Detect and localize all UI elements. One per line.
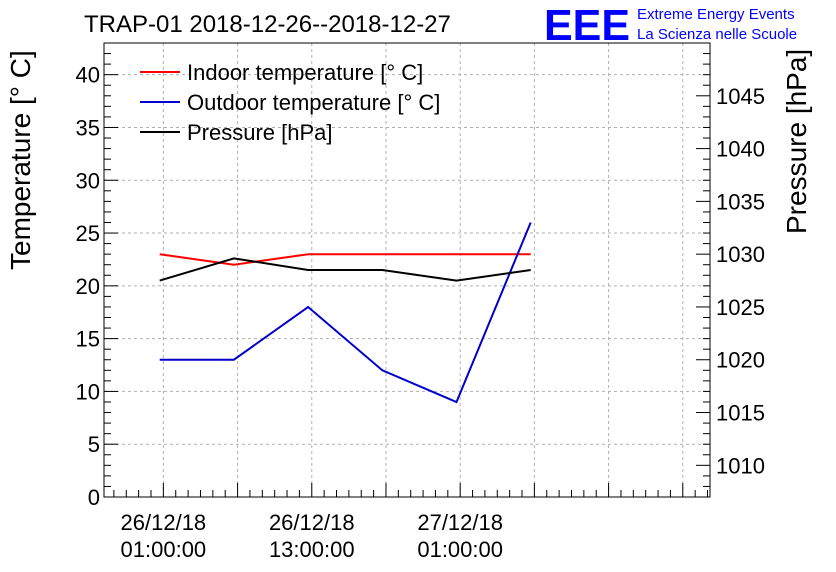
plot-frame (103, 42, 711, 498)
legend-label-pressure: Pressure [hPa] (187, 120, 333, 145)
x-tick-label-date: 27/12/18 (417, 510, 503, 535)
legend: Indoor temperature [° C] Outdoor tempera… (140, 60, 440, 145)
y2-tick-label: 1015 (716, 401, 765, 426)
y-tick-label: 30 (76, 168, 100, 193)
y-tick-label: 5 (88, 432, 100, 457)
axis-ticks: 0510152025303540101010151020102510301035… (76, 42, 765, 562)
chart-title: TRAP-01 2018-12-26--2018-12-27 (84, 11, 451, 38)
x-tick-label-date: 26/12/18 (121, 510, 207, 535)
legend-label-outdoor: Outdoor temperature [° C] (187, 90, 440, 115)
logo-line-1: Extreme Energy Events (637, 6, 795, 23)
x-tick-label-time: 01:00:00 (121, 537, 207, 562)
y2-tick-label: 1010 (716, 453, 765, 478)
y2-tick-label: 1035 (716, 189, 765, 214)
y-tick-label: 25 (76, 221, 100, 246)
y-tick-label: 0 (88, 485, 100, 510)
y2-tick-label: 1025 (716, 295, 765, 320)
y2-axis-label: Pressure [hPa] (781, 49, 812, 234)
grid (104, 43, 710, 497)
logo-line-2: La Scienza nelle Scuole (637, 26, 797, 43)
y2-tick-label: 1020 (716, 348, 765, 373)
x-tick-label-time: 01:00:00 (417, 537, 503, 562)
y2-tick-label: 1040 (716, 137, 765, 162)
y-tick-label: 40 (76, 63, 100, 88)
series-outdoor-temperature (159, 222, 532, 404)
logo-mark: EEE (544, 1, 630, 50)
x-tick-label-time: 13:00:00 (269, 537, 355, 562)
eee-logo: EEE Extreme Energy Events La Scienza nel… (544, 1, 797, 50)
y2-tick-label: 1045 (716, 84, 765, 109)
y-tick-label: 35 (76, 115, 100, 140)
y-tick-label: 20 (76, 274, 100, 299)
legend-label-indoor: Indoor temperature [° C] (187, 60, 423, 85)
series-lines (159, 222, 532, 404)
x-tick-label-date: 26/12/18 (269, 510, 355, 535)
series-pressure (159, 257, 531, 282)
y-axis-label: Temperature [° C] (5, 50, 36, 270)
y-tick-label: 15 (76, 327, 100, 352)
y2-tick-label: 1030 (716, 242, 765, 267)
y-tick-label: 10 (76, 379, 100, 404)
